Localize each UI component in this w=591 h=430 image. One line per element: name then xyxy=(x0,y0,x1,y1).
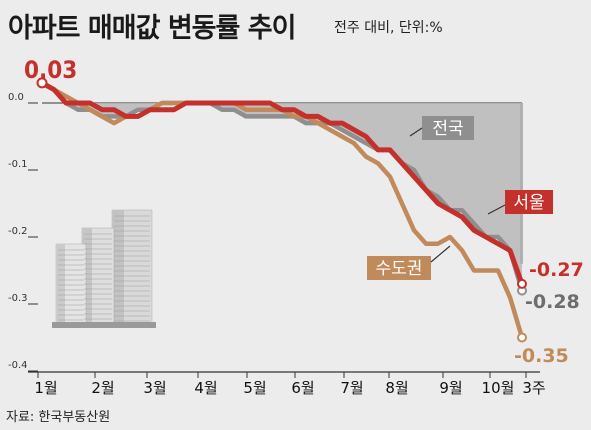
y-tick-label: -0.2 xyxy=(8,226,28,237)
metro-pointer xyxy=(430,245,451,263)
x-tick-label: 7월 xyxy=(340,379,363,397)
start-value-label: 0.03 xyxy=(24,56,77,84)
x-tick-label: 5월 xyxy=(243,379,266,397)
x-tick-label: 2월 xyxy=(91,379,114,397)
y-tick-label: -0.1 xyxy=(8,159,28,170)
seoul-tag xyxy=(505,190,553,214)
x-tick-label: 6월 xyxy=(291,379,314,397)
x-tick-label: 3주 xyxy=(522,379,545,397)
metro-tag xyxy=(367,256,431,280)
seoul-pointer xyxy=(487,204,506,215)
national-tag-label: 전국 xyxy=(432,119,463,139)
national-pointer xyxy=(409,127,423,137)
national-fill-area xyxy=(42,103,522,291)
x-tick-label: 10월 xyxy=(482,379,515,397)
fill-edge xyxy=(520,103,523,264)
y-tick-label: -0.3 xyxy=(8,293,28,304)
building-windows xyxy=(58,215,150,322)
x-tick-label: 3월 xyxy=(143,379,166,397)
y-tick-label: -0.4 xyxy=(8,360,28,371)
metro-tag-label: 수도권 xyxy=(376,259,423,279)
title-bar: 아파트 매매값 변동률 추이 전주 대비, 단위:% xyxy=(0,0,591,50)
start-marker xyxy=(36,77,48,89)
end-marker-2 xyxy=(517,332,527,343)
national-end-value: -0.28 xyxy=(525,291,580,313)
unit-note: 전주 대비, 단위:% xyxy=(334,20,443,36)
source-note: 자료: 한국부동산원 xyxy=(6,410,111,425)
y-tick-label: 0.0 xyxy=(8,92,24,103)
chart-title: 아파트 매매값 변동률 추이 xyxy=(8,13,296,44)
end-marker-1 xyxy=(517,278,527,289)
seoul-end-value: -0.27 xyxy=(529,259,584,281)
national-area-fill xyxy=(42,103,523,291)
series-lines xyxy=(39,80,525,340)
apartment-buildings-illustration xyxy=(52,209,156,328)
series-line-1 xyxy=(39,80,525,287)
x-tick-label: 9월 xyxy=(439,379,462,397)
axis-layer: 0.0 -0.1 -0.2 -0.3 -0.4 1월 2월 3월 4월 5월 6월 7월 8월 9월 10월… xyxy=(8,92,546,397)
national-tag xyxy=(422,116,474,140)
x-tick-label: 1월 xyxy=(34,379,57,397)
seoul-tag-label: 서울 xyxy=(513,193,544,213)
metro-end-value: -0.35 xyxy=(514,345,569,367)
x-tick-label: 8월 xyxy=(385,379,408,397)
x-tick-label: 4월 xyxy=(194,379,217,397)
